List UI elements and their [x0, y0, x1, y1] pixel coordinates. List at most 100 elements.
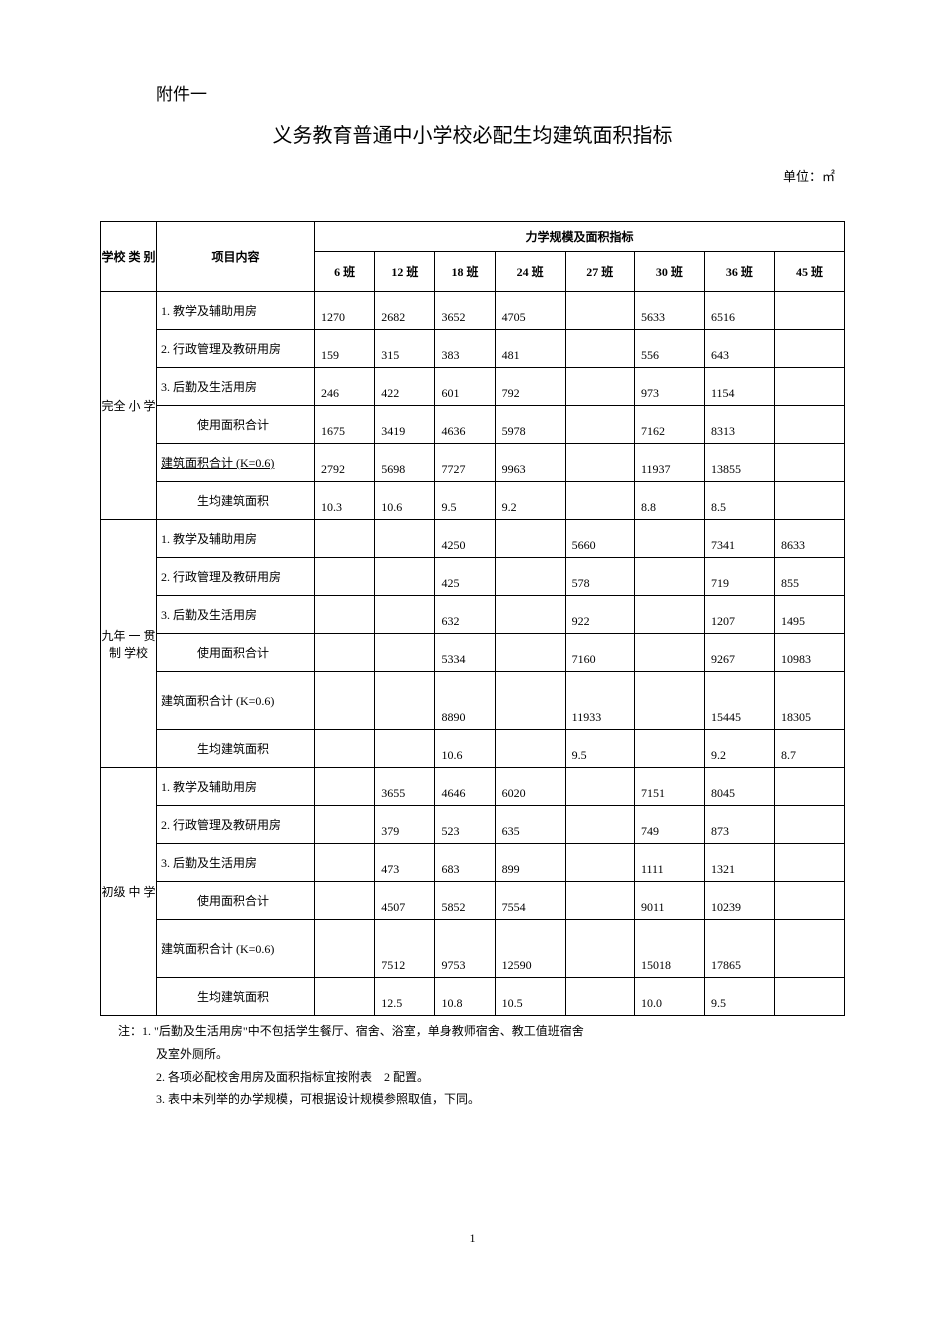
value-cell: 7162: [634, 406, 704, 444]
table-row: 建筑面积合计 (K=0.6)8890119331544518305: [101, 672, 845, 730]
value-cell: [315, 920, 375, 978]
item-cell: 3. 后勤及生活用房: [157, 844, 315, 882]
value-cell: 1675: [315, 406, 375, 444]
value-cell: 2792: [315, 444, 375, 482]
value-cell: [315, 672, 375, 730]
item-cell: 3. 后勤及生活用房: [157, 368, 315, 406]
value-cell: 5978: [495, 406, 565, 444]
value-cell: [774, 444, 844, 482]
value-cell: 8.7: [774, 730, 844, 768]
value-cell: 1495: [774, 596, 844, 634]
value-cell: 7554: [495, 882, 565, 920]
item-cell: 建筑面积合计 (K=0.6): [157, 444, 315, 482]
value-cell: 15018: [634, 920, 704, 978]
table-row: 初级 中 学1. 教学及辅助用房36554646602071518045: [101, 768, 845, 806]
value-cell: 9963: [495, 444, 565, 482]
value-cell: 10.5: [495, 978, 565, 1016]
value-cell: 10.6: [375, 482, 435, 520]
value-cell: [565, 768, 634, 806]
value-cell: 7512: [375, 920, 435, 978]
value-cell: 643: [704, 330, 774, 368]
value-cell: 749: [634, 806, 704, 844]
value-cell: 11933: [565, 672, 634, 730]
value-cell: [565, 806, 634, 844]
value-cell: 4250: [435, 520, 495, 558]
value-cell: 7160: [565, 634, 634, 672]
value-cell: [565, 330, 634, 368]
value-cell: [774, 368, 844, 406]
value-cell: [634, 596, 704, 634]
value-cell: [774, 482, 844, 520]
header-col: 36 班: [704, 252, 774, 292]
item-cell: 建筑面积合计 (K=0.6): [157, 672, 315, 730]
value-cell: 899: [495, 844, 565, 882]
value-cell: 556: [634, 330, 704, 368]
value-cell: [315, 768, 375, 806]
header-item: 项目内容: [157, 222, 315, 292]
value-cell: [495, 520, 565, 558]
item-cell: 3. 后勤及生活用房: [157, 596, 315, 634]
value-cell: 1270: [315, 292, 375, 330]
value-cell: 3655: [375, 768, 435, 806]
value-cell: 5660: [565, 520, 634, 558]
value-cell: [634, 730, 704, 768]
value-cell: 578: [565, 558, 634, 596]
value-cell: 9.2: [495, 482, 565, 520]
value-cell: 10983: [774, 634, 844, 672]
value-cell: 8633: [774, 520, 844, 558]
value-cell: 719: [704, 558, 774, 596]
table-row: 使用面积合计450758527554901110239: [101, 882, 845, 920]
value-cell: [774, 292, 844, 330]
value-cell: 5852: [435, 882, 495, 920]
value-cell: 3419: [375, 406, 435, 444]
table-row: 2. 行政管理及教研用房379523635749873: [101, 806, 845, 844]
table-row: 生均建筑面积12.510.810.510.09.5: [101, 978, 845, 1016]
value-cell: [315, 806, 375, 844]
value-cell: [375, 672, 435, 730]
value-cell: 523: [435, 806, 495, 844]
item-cell: 生均建筑面积: [157, 978, 315, 1016]
value-cell: 6516: [704, 292, 774, 330]
value-cell: [565, 482, 634, 520]
header-col: 18 班: [435, 252, 495, 292]
value-cell: [565, 444, 634, 482]
value-cell: 5698: [375, 444, 435, 482]
item-cell: 2. 行政管理及教研用房: [157, 330, 315, 368]
value-cell: [634, 520, 704, 558]
page-number: 1: [100, 1231, 845, 1246]
value-cell: 12.5: [375, 978, 435, 1016]
value-cell: 7727: [435, 444, 495, 482]
value-cell: [634, 672, 704, 730]
value-cell: 855: [774, 558, 844, 596]
value-cell: [565, 368, 634, 406]
value-cell: 15445: [704, 672, 774, 730]
value-cell: [774, 330, 844, 368]
value-cell: [774, 406, 844, 444]
value-cell: [565, 292, 634, 330]
header-col: 24 班: [495, 252, 565, 292]
value-cell: [495, 672, 565, 730]
value-cell: 383: [435, 330, 495, 368]
value-cell: [315, 882, 375, 920]
value-cell: [565, 844, 634, 882]
note-line: 2. 各项必配校舍用房及面积指标宜按附表 2 配置。: [156, 1066, 845, 1089]
table-row: 完全 小 学1. 教学及辅助用房127026823652470556336516: [101, 292, 845, 330]
header-category: 学校 类 别: [101, 222, 157, 292]
value-cell: 973: [634, 368, 704, 406]
value-cell: 425: [435, 558, 495, 596]
value-cell: 10.6: [435, 730, 495, 768]
value-cell: [315, 730, 375, 768]
category-cell: 初级 中 学: [101, 768, 157, 1016]
table-row: 3. 后勤及生活用房63292212071495: [101, 596, 845, 634]
note-line: 注：1. "后勤及生活用房"中不包括学生餐厅、宿舍、浴室，单身教师宿舍、教工值班…: [118, 1020, 845, 1043]
value-cell: 246: [315, 368, 375, 406]
table-row: 2. 行政管理及教研用房159315383481556643: [101, 330, 845, 368]
value-cell: 422: [375, 368, 435, 406]
value-cell: [634, 634, 704, 672]
table-row: 3. 后勤及生活用房2464226017929731154: [101, 368, 845, 406]
value-cell: [634, 558, 704, 596]
value-cell: 5633: [634, 292, 704, 330]
value-cell: 1154: [704, 368, 774, 406]
item-cell: 1. 教学及辅助用房: [157, 292, 315, 330]
value-cell: [495, 634, 565, 672]
